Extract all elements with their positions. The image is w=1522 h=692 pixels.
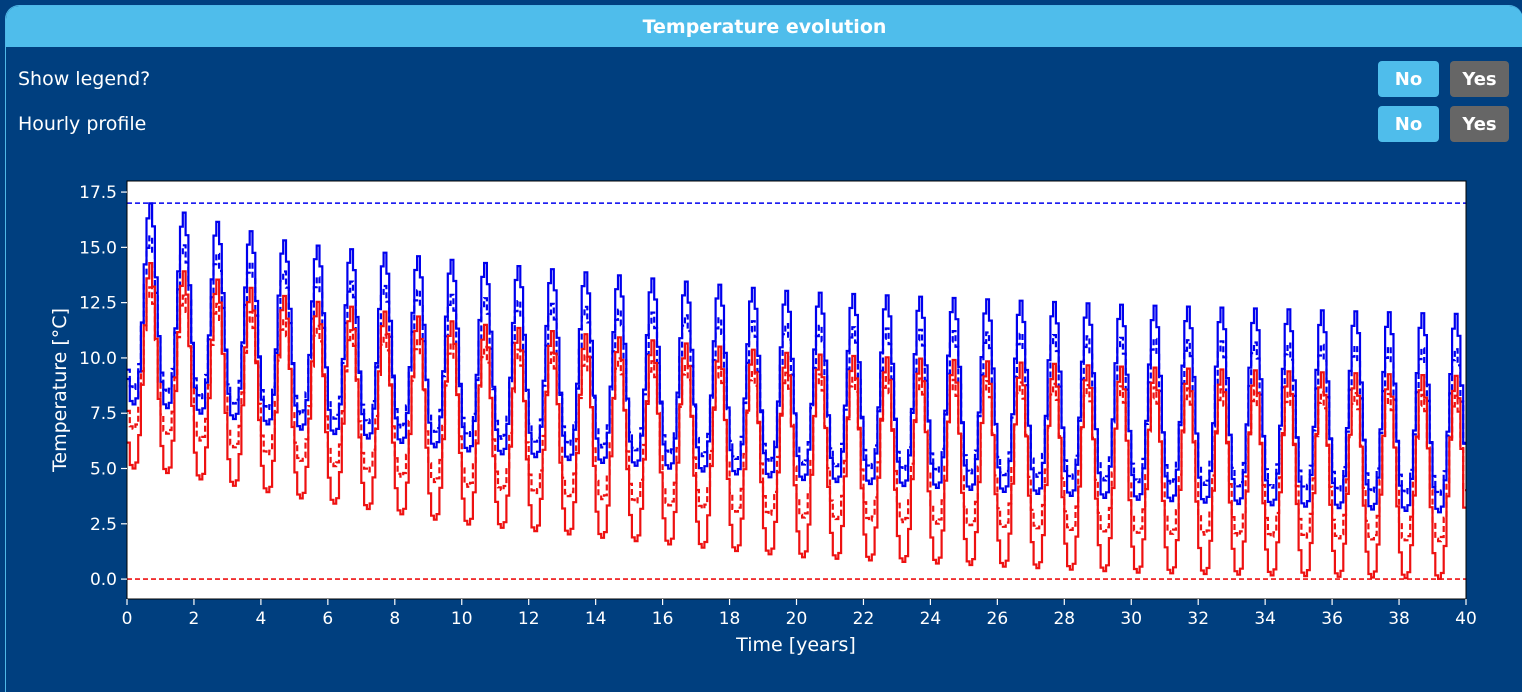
show-legend-label: Show legend? [18, 68, 151, 90]
x-tick-label: 14 [585, 609, 607, 629]
x-tick-label: 2 [189, 609, 200, 629]
hourly-profile-yes-button[interactable]: Yes [1450, 106, 1509, 142]
x-tick-label: 30 [1120, 609, 1142, 629]
x-tick-label: 22 [853, 609, 875, 629]
x-tick-label: 0 [122, 609, 133, 629]
x-tick-label: 20 [786, 609, 808, 629]
y-axis-label: Temperature [°C] [49, 308, 71, 473]
show-legend-yes-button[interactable]: Yes [1450, 61, 1509, 97]
x-tick-label: 8 [389, 609, 400, 629]
x-axis-label: Time [years] [735, 634, 856, 656]
x-tick-label: 32 [1187, 609, 1209, 629]
series-line-4 [127, 286, 1466, 543]
reference-lines [127, 202, 1466, 580]
x-tick-label: 4 [255, 609, 266, 629]
x-tick-label: 28 [1053, 609, 1075, 629]
series-line-2 [127, 235, 1466, 496]
show-legend-row: Show legend? No Yes [6, 60, 1522, 98]
y-tick-label: 17.5 [79, 183, 117, 203]
series-layer [127, 202, 1466, 580]
y-tick-label: 5.0 [90, 460, 117, 480]
x-tick-label: 24 [920, 609, 942, 629]
show-legend-no-button[interactable]: No [1378, 61, 1439, 97]
series-line-3 [127, 262, 1466, 580]
hourly-profile-no-button[interactable]: No [1378, 106, 1439, 142]
x-tick-label: 36 [1321, 609, 1343, 629]
x-tick-label: 38 [1388, 609, 1410, 629]
x-tick-label: 10 [451, 609, 473, 629]
x-tick-label: 40 [1455, 609, 1477, 629]
x-tick-label: 12 [518, 609, 540, 629]
x-tick-label: 6 [322, 609, 333, 629]
y-tick-label: 12.5 [79, 294, 117, 314]
x-tick-label: 18 [719, 609, 741, 629]
y-tick-label: 10.0 [79, 349, 117, 369]
y-tick-label: 2.5 [90, 515, 117, 535]
y-tick-label: 15.0 [79, 238, 117, 258]
hourly-profile-row: Hourly profile No Yes [6, 105, 1522, 143]
x-tick-label: 16 [652, 609, 674, 629]
x-tick-label: 26 [987, 609, 1009, 629]
panel-title: Temperature evolution [6, 6, 1522, 47]
x-tick-label: 34 [1254, 609, 1276, 629]
axes: 0 2 4 6 8 10 12 14 16 18 20 22 24 26 28 30 32 34 36 38 400.0… [79, 180, 1477, 629]
y-tick-label: 7.5 [90, 404, 117, 424]
y-tick-label: 0.0 [90, 570, 117, 590]
hourly-profile-label: Hourly profile [18, 113, 147, 135]
